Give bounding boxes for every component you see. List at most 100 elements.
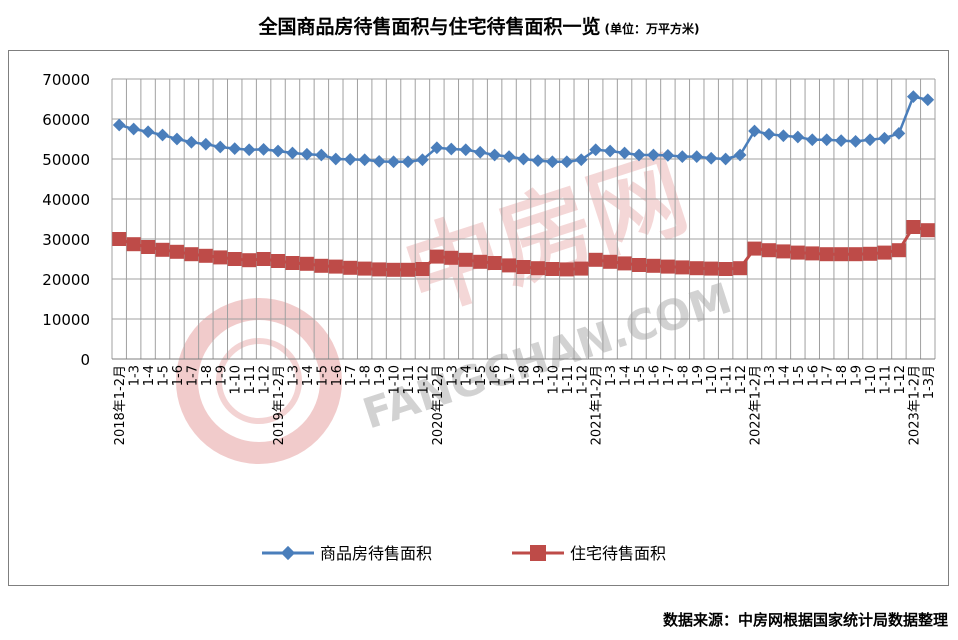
series-1-point [878,131,891,145]
series-2-point [848,247,863,262]
y-tick-label: 70000 [42,71,90,89]
x-tick-label: 1-6 [330,365,345,386]
series-2-point [863,246,878,261]
series-2-point [588,252,603,267]
series-2-point [487,256,502,270]
watermark-inner-ring [216,338,302,424]
x-tick-label: 1-4 [142,365,157,386]
x-tick-label: 1-10 [546,365,561,395]
x-axis-ticks: 2018年1-2月 1-3 1-4 1-5 1-6 1-7 1-8 1-9 1-10 1-11 1-… [113,365,937,445]
x-tick-label: 1-10 [705,365,720,395]
series-1-point [372,155,386,168]
series-2-point [689,261,704,276]
series-2-point [415,262,430,276]
x-tick-label: 1-3 [128,365,143,386]
series-2-point [386,262,401,277]
series-1-point [473,145,487,159]
series-2-point [141,240,156,254]
series-1-point [531,154,545,167]
series-1-point [430,141,444,155]
x-tick-label: 1-4 [777,365,792,386]
x-tick-label: 2023年1-2月 [907,365,922,445]
x-tick-label: 1-8 [518,365,533,386]
chart-frame: 中房网 FANGCHAN.COM 0 10000 20000 30000 40000 500… [8,50,949,586]
series-2-point [458,252,473,267]
x-tick-label: 1-11 [561,365,576,395]
x-tick-label: 1-9 [214,365,229,386]
y-tick-label: 10000 [42,311,90,329]
series-1-point [358,153,372,167]
series-2-point [213,250,228,265]
x-tick-label: 1-3 [604,365,619,386]
series-2-point [502,258,517,273]
grid-lines [111,78,936,360]
series-1-point [112,118,126,132]
series-2-point [704,261,719,276]
x-tick-label: 1-11 [402,365,417,395]
x-tick-label: 1-7 [662,365,677,386]
source-note: 数据来源：中房网根据国家统计局数据整理 [662,611,948,629]
series-2-point [299,256,314,271]
chart-title-block: 全国商品房待售面积与住宅待售面积一览 (单位：万平方米) [0,12,958,39]
series-1-point [820,133,834,147]
series-1-point [314,148,328,162]
legend-label-1: 商品房待售面积 [320,544,432,563]
series-1-point [488,148,501,162]
x-tick-label: 1-6 [647,365,662,386]
series-2-point [877,245,892,260]
series-2-point [314,258,329,273]
x-tick-label: 1-5 [633,365,648,386]
x-tick-label: 1-5 [792,365,807,386]
series-2-point [603,254,618,269]
series-2-point [530,261,545,276]
series-2-point [126,237,141,252]
legend-marker-1 [280,545,296,561]
series-2-point [169,244,184,259]
x-tick-label: 1-7 [344,365,359,386]
series-2-point [198,248,213,263]
series-1-point [286,146,299,160]
x-tick-label: 1-3月 [922,365,937,399]
x-tick-label: 1-7 [821,365,836,386]
series-2-point [184,247,199,262]
series-1-point [228,142,242,155]
x-tick-label: 1-6 [171,365,186,386]
x-tick-label: 1-11 [878,365,893,395]
series-1-point [762,127,776,141]
series-2-point [271,254,286,268]
series-1-point [127,122,141,136]
series-1-point [300,147,314,161]
series-2-point [559,262,574,277]
watermark-ring [176,298,342,464]
series-1-point [675,150,689,163]
series-2-point [891,243,906,258]
series-2-point [920,223,935,238]
x-tick-label: 1-10 [864,365,879,395]
series-1-point [185,135,198,149]
x-tick-label: 1-3 [763,365,778,386]
x-tick-label: 2020年1-2月 [431,365,446,445]
series-1-point [834,134,848,147]
series-1-point [892,127,906,140]
series-2-point [112,232,127,246]
series-2-point [646,258,661,273]
x-tick-label: 1-8 [359,365,374,386]
x-tick-label: 1-3 [445,365,460,386]
series-2-point [617,256,632,271]
series-1-point [849,135,862,148]
series-1-point [343,153,357,166]
x-tick-label: 1-12 [734,365,749,395]
series-2-point [733,261,748,276]
x-tick-label: 1-9 [850,365,865,386]
x-tick-label: 1-9 [691,365,706,386]
x-tick-label: 2021年1-2月 [590,365,605,445]
y-tick-label: 60000 [42,111,90,129]
x-tick-label: 1-10 [388,365,403,395]
series-1-point [170,132,184,146]
series-2-point [372,262,387,277]
x-tick-label: 1-4 [460,365,475,386]
y-axis-ticks: 0 10000 20000 30000 40000 50000 60000 70000 [42,71,90,369]
series-1-point [257,143,270,156]
x-tick-label: 1-4 [301,365,316,386]
